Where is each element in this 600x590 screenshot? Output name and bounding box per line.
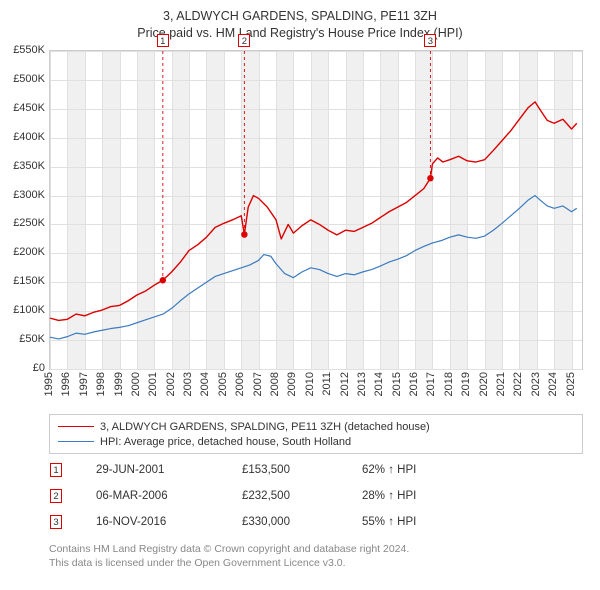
x-tick-label: 2021: [495, 372, 507, 396]
gridline-horizontal: [50, 369, 582, 370]
sale-row-price: £330,000: [242, 516, 362, 528]
chart-titles: 3, ALDWYCH GARDENS, SPALDING, PE11 3ZH P…: [0, 0, 600, 42]
x-tick-label: 2005: [217, 372, 229, 396]
x-tick-label: 1998: [95, 372, 107, 396]
x-tick-label: 2004: [199, 372, 211, 396]
x-tick-label: 2009: [286, 372, 298, 396]
y-tick-label: £50K: [3, 333, 45, 345]
y-tick-label: £350K: [3, 160, 45, 172]
sale-row-marker: 2: [50, 489, 62, 503]
x-tick-label: 2024: [547, 372, 559, 396]
sale-marker-dot: [241, 231, 247, 237]
x-tick-label: 1997: [78, 372, 90, 396]
x-tick-label: 2012: [339, 372, 351, 396]
sale-marker-dot: [160, 277, 166, 283]
x-tick-label: 2016: [408, 372, 420, 396]
attribution-line-1: Contains HM Land Registry data © Crown c…: [49, 542, 583, 556]
legend-swatch: [58, 426, 94, 427]
legend-item: HPI: Average price, detached house, Sout…: [58, 434, 574, 449]
y-tick-label: £550K: [3, 44, 45, 56]
y-tick-label: £0: [3, 362, 45, 374]
sale-row-date: 29-JUN-2001: [96, 464, 242, 476]
title-line-2: Price paid vs. HM Land Registry's House …: [0, 25, 600, 42]
y-tick-label: £400K: [3, 131, 45, 143]
x-tick-label: 2003: [182, 372, 194, 396]
x-tick-label: 2011: [321, 372, 333, 396]
chart-svg: [50, 51, 582, 369]
x-tick-label: 2006: [234, 372, 246, 396]
sale-row-price: £232,500: [242, 490, 362, 502]
legend-item: 3, ALDWYCH GARDENS, SPALDING, PE11 3ZH (…: [58, 419, 574, 434]
sale-row-delta: 62% ↑ HPI: [362, 464, 416, 476]
legend: 3, ALDWYCH GARDENS, SPALDING, PE11 3ZH (…: [49, 414, 583, 454]
series-line: [50, 102, 577, 321]
y-tick-label: £450K: [3, 102, 45, 114]
x-tick-label: 2017: [425, 372, 437, 396]
sale-marker-label: 3: [424, 34, 436, 47]
x-tick-label: 2023: [530, 372, 542, 396]
sales-table: 1 29-JUN-2001£153,50062% ↑ HPI 2 06-MAR-200…: [49, 457, 583, 535]
x-tick-label: 1995: [43, 372, 55, 396]
series-line: [50, 196, 577, 339]
x-tick-label: 2008: [269, 372, 281, 396]
legend-label: 3, ALDWYCH GARDENS, SPALDING, PE11 3ZH (…: [100, 421, 430, 433]
x-tick-label: 1996: [60, 372, 72, 396]
y-tick-label: £300K: [3, 189, 45, 201]
x-tick-label: 2001: [147, 372, 159, 396]
x-tick-label: 2000: [130, 372, 142, 396]
x-tick-label: 2019: [460, 372, 472, 396]
x-tick-label: 1999: [113, 372, 125, 396]
sale-row: 1 29-JUN-2001£153,50062% ↑ HPI: [49, 457, 583, 483]
x-tick-label: 2018: [443, 372, 455, 396]
sale-row: 2 06-MAR-2006£232,50028% ↑ HPI: [49, 483, 583, 509]
sale-row-delta: 28% ↑ HPI: [362, 490, 416, 502]
sale-marker-label: 1: [157, 34, 169, 47]
sale-row-price: £153,500: [242, 464, 362, 476]
x-tick-label: 2025: [565, 372, 577, 396]
x-tick-label: 2014: [373, 372, 385, 396]
sale-row-date: 06-MAR-2006: [96, 490, 242, 502]
sale-marker-label: 2: [238, 34, 250, 47]
sale-row-delta: 55% ↑ HPI: [362, 516, 416, 528]
chart-plot-area: 123: [49, 50, 583, 370]
x-tick-label: 2002: [165, 372, 177, 396]
attribution-line-2: This data is licensed under the Open Gov…: [49, 556, 583, 570]
y-tick-label: £500K: [3, 73, 45, 85]
title-line-1: 3, ALDWYCH GARDENS, SPALDING, PE11 3ZH: [0, 8, 600, 25]
sale-row-date: 16-NOV-2016: [96, 516, 242, 528]
x-tick-label: 2013: [356, 372, 368, 396]
sale-row-marker: 3: [50, 515, 62, 529]
y-tick-label: £250K: [3, 217, 45, 229]
x-tick-label: 2022: [512, 372, 524, 396]
x-tick-label: 2015: [391, 372, 403, 396]
sale-marker-dot: [427, 175, 433, 181]
x-tick-label: 2007: [252, 372, 264, 396]
legend-label: HPI: Average price, detached house, Sout…: [100, 436, 351, 448]
x-tick-label: 2010: [304, 372, 316, 396]
x-tick-label: 2020: [478, 372, 490, 396]
legend-swatch: [58, 441, 94, 442]
sale-row: 3 16-NOV-2016£330,00055% ↑ HPI: [49, 509, 583, 535]
sale-row-marker: 1: [50, 463, 62, 477]
y-tick-label: £200K: [3, 246, 45, 258]
y-tick-label: £150K: [3, 275, 45, 287]
attribution: Contains HM Land Registry data © Crown c…: [49, 542, 583, 570]
y-tick-label: £100K: [3, 304, 45, 316]
